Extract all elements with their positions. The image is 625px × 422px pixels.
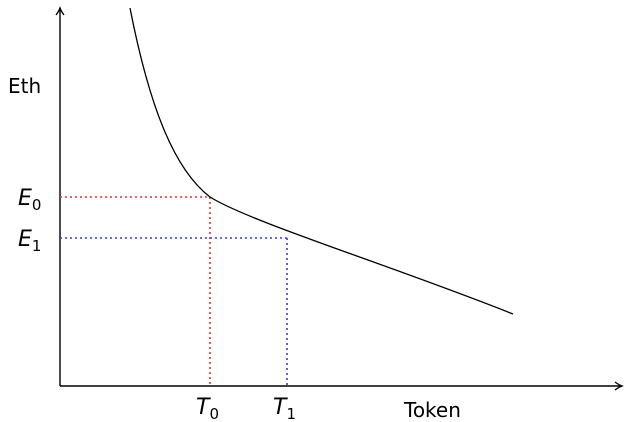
- price-curve: [129, 7, 514, 315]
- t0-label: T0: [196, 395, 219, 422]
- t1-label: T1: [273, 395, 296, 422]
- e0-label: E0: [18, 186, 41, 214]
- e1-label: E1: [18, 227, 41, 255]
- x-axis-label: Token: [403, 398, 461, 422]
- y-axis-label: Eth: [8, 74, 41, 98]
